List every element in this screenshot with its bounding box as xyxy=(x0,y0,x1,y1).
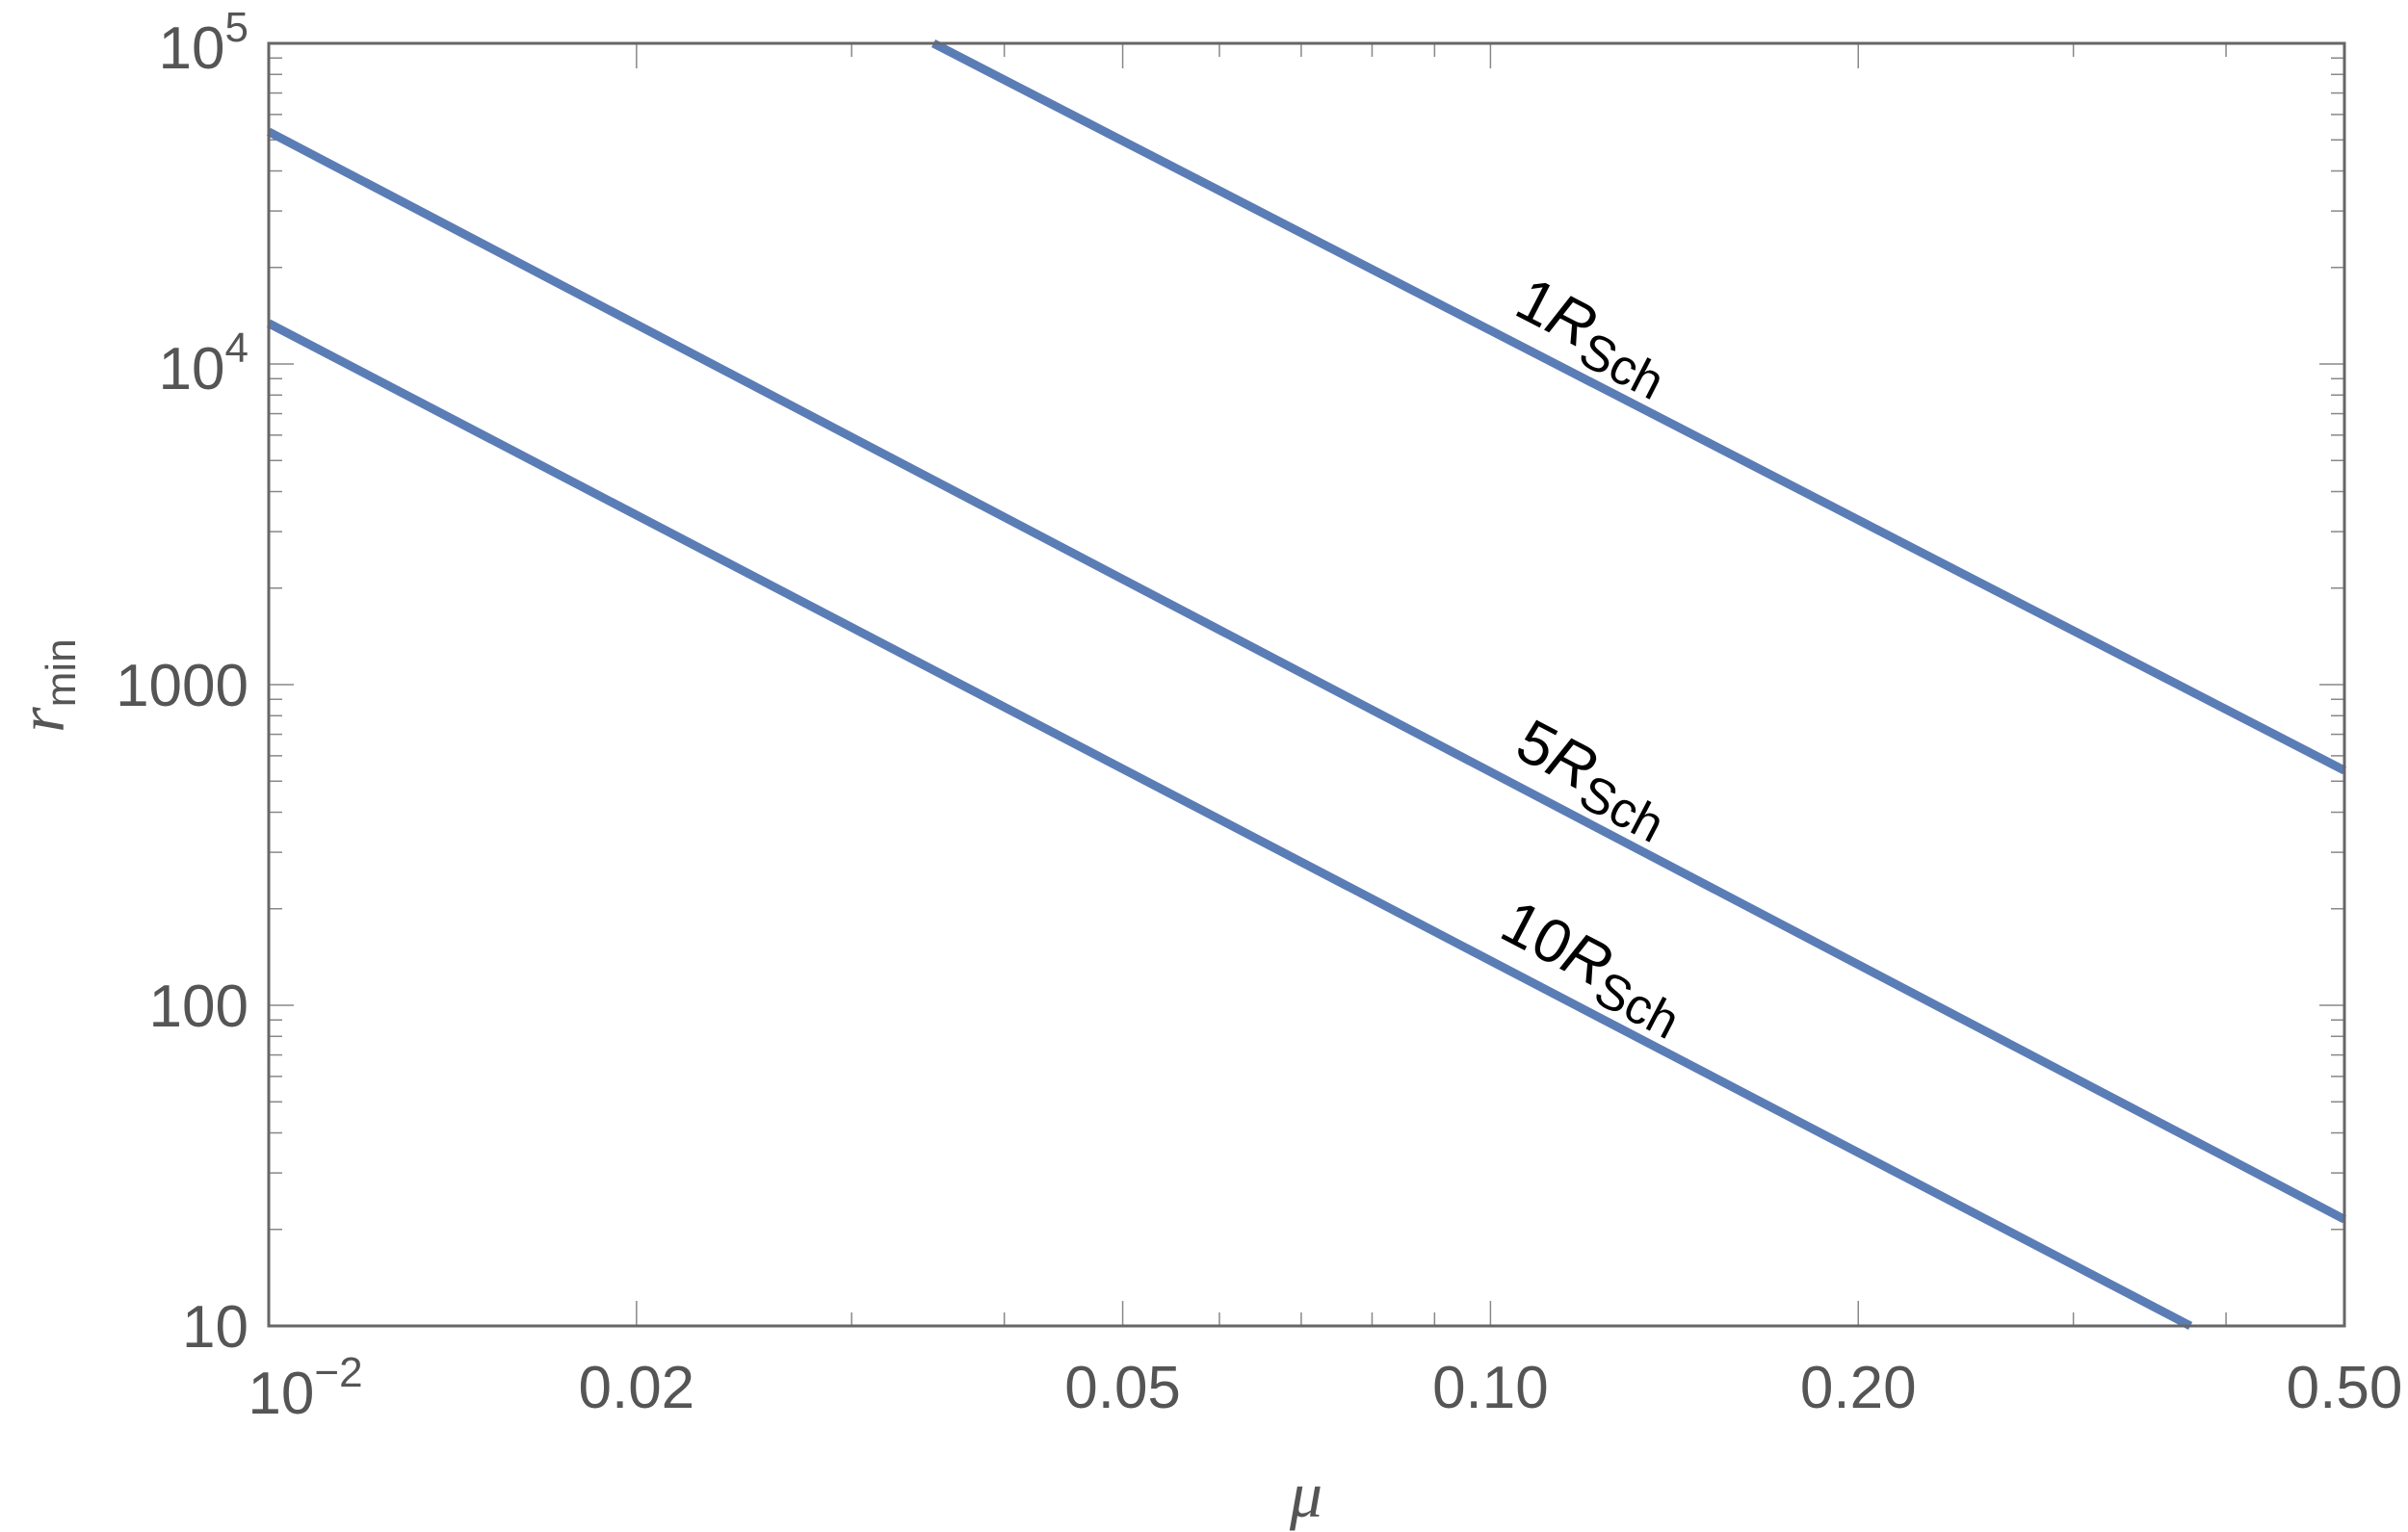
svg-text:10RSch: 10RSch xyxy=(1485,887,1699,1051)
series-label-5RSch: 5RSch xyxy=(1501,706,1685,854)
series-line-10RSch xyxy=(266,319,2193,1330)
series-label-10RSch: 10RSch xyxy=(1485,887,1699,1051)
axis-ticks xyxy=(268,43,2345,1327)
y-axis-label: rmin xyxy=(5,638,85,732)
plot-frame xyxy=(267,41,2346,1328)
tick-labels: 10−2 0.02 0.05 0.10 0.20 0.50 10 100 1000 104 105 xyxy=(116,4,2402,1427)
x-tick-label: 0.10 xyxy=(1432,1355,1549,1421)
x-tick-label: 0.02 xyxy=(578,1355,694,1421)
series-lines xyxy=(266,39,2347,1330)
x-tick-label: 0.50 xyxy=(2287,1355,2403,1421)
x-tick-label: 10−2 xyxy=(248,1349,362,1427)
x-tick-label: 0.20 xyxy=(1800,1355,1917,1421)
x-axis-label: μ xyxy=(1289,1458,1322,1531)
series-label-1RSch: 1RSch xyxy=(1501,264,1685,411)
y-tick-label: 10 xyxy=(182,1294,249,1361)
series-labels: 1RSch 5RSch 10RSch xyxy=(1485,264,1699,1051)
y-tick-label: 105 xyxy=(159,4,249,82)
y-tick-label: 100 xyxy=(149,974,249,1040)
svg-text:1RSch: 1RSch xyxy=(1501,264,1685,411)
series-line-1RSch xyxy=(931,39,2347,775)
y-axis-label-base: r xyxy=(5,707,78,733)
y-tick-label: 104 xyxy=(159,325,249,402)
y-tick-label: 1000 xyxy=(116,653,249,719)
y-axis-label-sub: min xyxy=(38,638,85,707)
series-line-5RSch xyxy=(266,127,2347,1224)
x-tick-label: 0.05 xyxy=(1064,1355,1181,1421)
svg-text:5RSch: 5RSch xyxy=(1501,706,1685,854)
